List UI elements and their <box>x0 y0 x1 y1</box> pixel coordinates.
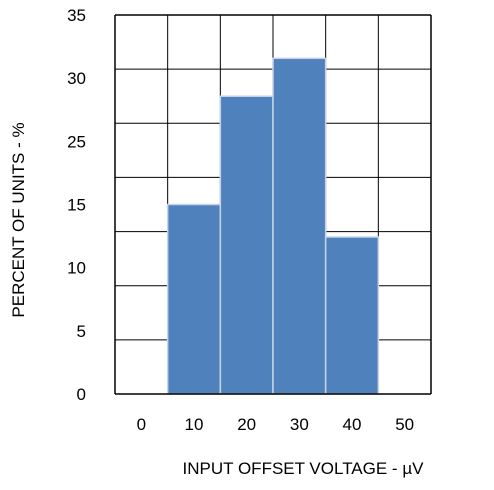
plot-frame <box>114 14 432 395</box>
y-tick-label: 0 <box>77 385 86 404</box>
y-tick-labels: 0 5 10 15 25 30 35 <box>67 6 86 404</box>
x-tick-label: 50 <box>395 415 414 434</box>
x-axis-title: INPUT OFFSET VOLTAGE - µV <box>183 459 425 478</box>
x-tick-label: 40 <box>343 415 362 434</box>
x-tick-label: 20 <box>237 415 256 434</box>
histogram-bar <box>272 57 327 395</box>
histogram-bar <box>166 203 222 395</box>
y-axis-title: PERCENT OF UNITS - % <box>9 122 28 317</box>
x-tick-label: 10 <box>185 415 204 434</box>
x-tick-labels: 0 10 20 30 40 50 <box>137 415 415 434</box>
histogram-bar <box>324 236 380 395</box>
y-tick-label: 10 <box>67 259 86 278</box>
histogram-bar <box>219 95 274 395</box>
x-tick-label: 0 <box>137 415 146 434</box>
x-tick-label: 30 <box>290 415 309 434</box>
y-tick-label: 5 <box>77 322 86 341</box>
y-tick-label: 35 <box>67 6 86 25</box>
bars-layer <box>166 57 380 395</box>
y-tick-label: 15 <box>67 196 86 215</box>
y-tick-label: 30 <box>67 69 86 88</box>
y-tick-label: 25 <box>67 132 86 151</box>
